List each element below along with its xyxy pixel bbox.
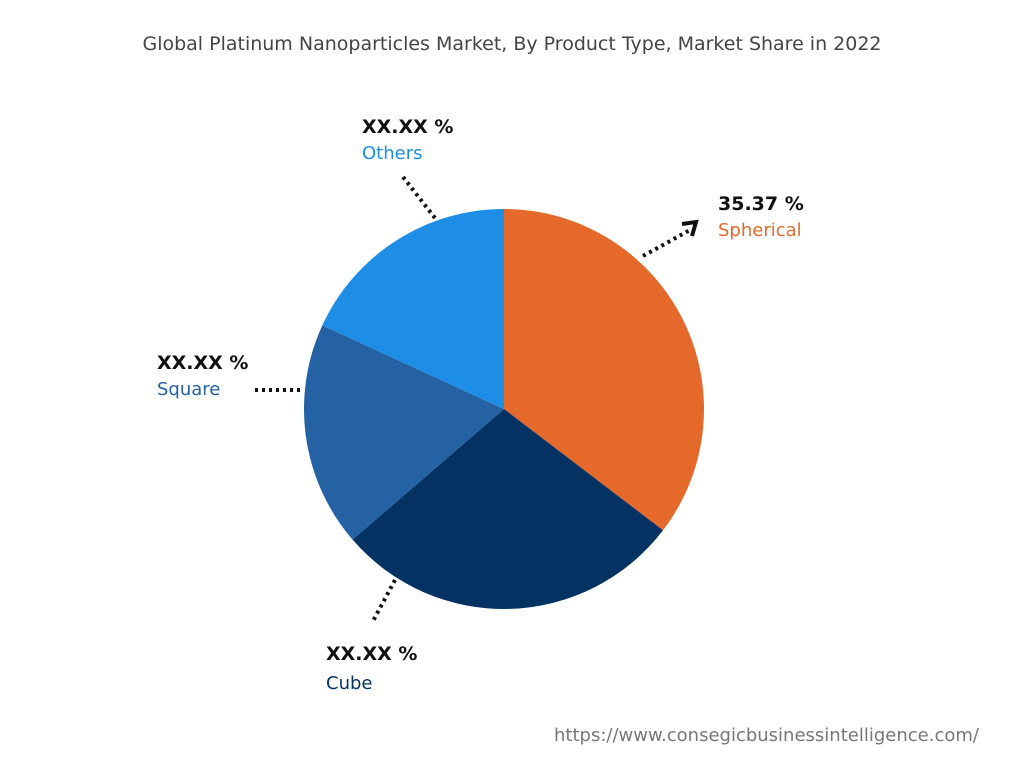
leader-others [401, 175, 437, 220]
label-spherical: 35.37 % Spherical [718, 193, 804, 241]
label-value: XX.XX % [362, 116, 454, 138]
pie-slice-others [322, 209, 504, 409]
label-value: XX.XX % [326, 643, 418, 665]
label-name: Spherical [718, 220, 802, 241]
label-value: 35.37 % [718, 193, 804, 215]
label-value: XX.XX % [157, 352, 249, 374]
leader-spherical [642, 228, 691, 258]
pie-slice-cube [352, 409, 664, 609]
chart-title: Global Platinum Nanoparticles Market, By… [142, 33, 882, 55]
leader-lines [252, 175, 691, 624]
pie-slice-square [303, 325, 504, 540]
label-name: Square [157, 379, 221, 400]
pie-slice-spherical [504, 209, 704, 531]
label-cube: XX.XX % Cube [326, 643, 417, 694]
label-square: XX.XX % Square [157, 352, 248, 400]
label-others: XX.XX % Others [362, 116, 453, 164]
arrow-head-icon [681, 219, 699, 237]
source-url[interactable]: https://www.consegicbusinessintelligence… [554, 725, 979, 746]
label-name: Others [362, 143, 423, 164]
leader-cube [370, 579, 397, 624]
label-name: Cube [326, 673, 373, 694]
